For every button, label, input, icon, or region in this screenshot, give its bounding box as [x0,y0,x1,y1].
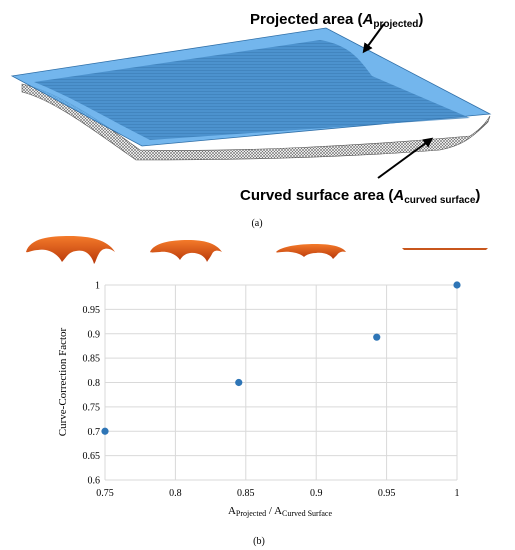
shape-thumbnail-2 [150,240,222,262]
x-label-sub1: Projected [236,509,266,518]
x-label-mid: / A [266,505,282,517]
x-tick-label: 0.9 [310,488,323,499]
projected-label-var: A [362,11,374,28]
x-tick-label: 0.95 [378,488,396,499]
curved-mesh-surface [21,83,491,161]
x-tick-label: 0.85 [237,488,255,499]
x-tick-label: 1 [455,488,460,499]
curved-arrow [377,137,434,179]
y-tick-label: 0.7 [88,427,101,438]
data-points [101,281,461,435]
projected-arrow [362,23,385,54]
y-axis-label: Curve-Correction Factor [57,327,69,436]
data-point [101,427,109,435]
projected-label-sub: projected [373,19,418,30]
y-tick-label: 0.85 [83,354,101,365]
y-tick-labels: 0.6 0.65 0.7 0.75 0.8 0.85 0.9 0.95 1 [83,281,101,487]
panel-a: Projected area (Aprojected) Curved surfa… [10,11,492,229]
blue-mesh-surface [34,40,470,140]
curved-label-close: ) [475,187,480,204]
shape-thumbnails [26,236,488,264]
shape-thumbnail-4 [402,248,488,250]
curved-area-label: Curved surface area (Acurved surface) [240,187,480,206]
scatter-chart: 0.6 0.65 0.7 0.75 0.8 0.85 0.9 0.95 1 0.75 0.8 0.8… [57,281,461,547]
y-tick-label: 0.95 [83,305,101,316]
curved-label-var: A [392,187,404,204]
x-tick-label: 0.75 [96,488,114,499]
data-point [453,281,461,289]
shape-thumbnail-3 [276,244,346,259]
y-tick-label: 0.6 [88,476,101,487]
curved-label-main: Curved surface area ( [240,187,393,204]
x-tick-labels: 0.75 0.8 0.85 0.9 0.95 1 [96,488,459,499]
y-tick-label: 0.8 [88,378,101,389]
y-tick-label: 0.9 [88,329,101,340]
projected-label-main: Projected area ( [250,11,363,28]
y-tick-label: 0.65 [83,451,101,462]
y-tick-label: 1 [95,281,100,292]
grid-lines [104,284,458,481]
x-label-sub2: Curved Surface [282,509,332,518]
caption-b: (b) [253,536,265,547]
x-label-main: A [228,505,236,517]
y-tick-label: 0.75 [83,402,101,413]
x-axis-label: AProjected / ACurved Surface [228,505,333,518]
data-point [235,378,243,387]
data-point [373,333,381,341]
projected-label-close: ) [418,11,423,28]
projected-area-label: Projected area (Aprojected) [250,11,423,30]
caption-a: (a) [251,218,262,229]
curved-label-sub: curved surface [404,195,476,206]
x-tick-label: 0.8 [169,488,182,499]
shape-thumbnail-1 [26,236,115,264]
